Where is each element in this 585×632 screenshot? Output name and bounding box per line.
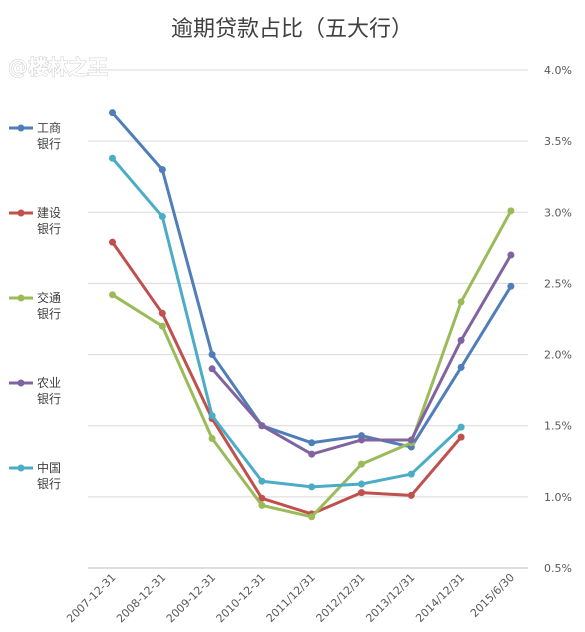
series-中国银行 [109, 154, 465, 491]
legend-swatch-marker [17, 294, 25, 302]
legend-label: 工商银行 [37, 120, 61, 151]
data-point [407, 436, 415, 444]
data-point [109, 109, 116, 117]
data-point [109, 238, 116, 246]
legend-item: 建设银行 [9, 206, 61, 236]
x-tick-label: 2015/6/30 [468, 571, 517, 620]
legend-label: 农业银行 [37, 376, 61, 406]
chart-title: 逾期贷款占比（五大行） [171, 17, 413, 42]
legend-label-line: 工商 [37, 120, 61, 135]
legend-label-line: 银行 [37, 392, 61, 406]
data-point [507, 282, 515, 290]
data-point [308, 439, 316, 447]
series-农业银行 [208, 251, 515, 458]
x-tick-label: 2012/12/31 [314, 571, 368, 625]
series-line [111, 240, 463, 516]
legend-label-line: 银行 [37, 477, 61, 491]
legend-item: 中国银行 [9, 460, 61, 491]
legend-item: 交通银行 [9, 290, 61, 321]
legend-swatch-marker [17, 209, 25, 217]
data-point [158, 166, 166, 174]
y-tick-label: 1.0% [544, 491, 572, 504]
legend-label-line: 建设 [37, 206, 61, 220]
data-point [158, 309, 166, 317]
grid-lines [88, 69, 528, 498]
series-工商银行 [109, 109, 515, 451]
x-axis-tick-labels: 2007-12-312008-12-312009-12-312010-12-31… [64, 571, 517, 625]
series-line [111, 111, 513, 449]
legend-swatch-marker [17, 124, 25, 132]
y-tick-label: 2.0% [544, 349, 572, 362]
x-tick-label: 2013/12/31 [363, 571, 417, 625]
data-point [208, 351, 216, 359]
y-tick-label: 3.0% [544, 206, 572, 219]
legend-label-line: 银行 [37, 137, 61, 151]
data-point [158, 322, 166, 330]
data-point [308, 513, 316, 521]
y-tick-label: 3.5% [544, 135, 572, 148]
data-point [457, 336, 465, 344]
data-point [507, 251, 515, 259]
legend-label-line: 银行 [37, 307, 61, 321]
series-layer [109, 109, 515, 521]
data-point [208, 412, 216, 420]
data-point [407, 491, 415, 499]
data-point [109, 154, 116, 162]
legend-label-line: 农业 [37, 376, 61, 390]
y-axis-tick-labels: 0.5% 1.0% 1.5% 2.0% 2.5% 3.0% 3.5% 4.0% [544, 64, 572, 575]
data-point [258, 422, 266, 430]
data-point [158, 213, 166, 221]
legend-label-line: 交通 [37, 290, 61, 305]
data-point [358, 480, 365, 488]
legend-swatch-marker [17, 464, 25, 472]
data-point [208, 435, 216, 443]
legend-label: 中国银行 [37, 460, 61, 491]
y-tick-label: 4.0% [544, 64, 572, 77]
data-point [507, 207, 515, 215]
legend-label-line: 银行 [37, 222, 61, 236]
x-tick-label: 2008-12-31 [114, 571, 168, 625]
legend-item: 农业银行 [9, 376, 61, 406]
x-tick-label: 2011/12/31 [264, 571, 318, 625]
data-point [258, 477, 266, 485]
data-point [457, 433, 465, 441]
y-tick-label: 2.5% [544, 277, 572, 290]
data-point [258, 494, 266, 502]
data-point [457, 363, 465, 371]
watermark-text: @楼林之王 [8, 55, 108, 79]
data-point [457, 298, 465, 306]
legend-swatch-marker [17, 379, 25, 387]
data-point [308, 450, 316, 458]
legend-item: 工商银行 [9, 120, 61, 151]
series-line [111, 156, 463, 489]
data-point [109, 291, 116, 299]
legend-label: 建设银行 [37, 206, 61, 236]
data-point [358, 489, 365, 497]
x-tick-label: 2009-12-31 [164, 571, 218, 625]
series-交通银行 [109, 207, 515, 521]
data-point [308, 483, 316, 491]
y-tick-label: 1.5% [544, 420, 572, 433]
legend-label: 交通银行 [37, 290, 61, 321]
data-point [358, 436, 365, 444]
data-point [457, 423, 465, 431]
data-point [208, 365, 216, 373]
legend-label-line: 中国 [37, 460, 61, 475]
y-tick-label: 0.5% [544, 562, 572, 575]
x-tick-label: 2010-12-31 [214, 571, 268, 625]
x-tick-label: 2007-12-31 [64, 571, 118, 625]
data-point [407, 470, 415, 478]
data-point [258, 501, 266, 509]
x-tick-label: 2014/12/31 [413, 571, 467, 625]
data-point [358, 460, 365, 468]
